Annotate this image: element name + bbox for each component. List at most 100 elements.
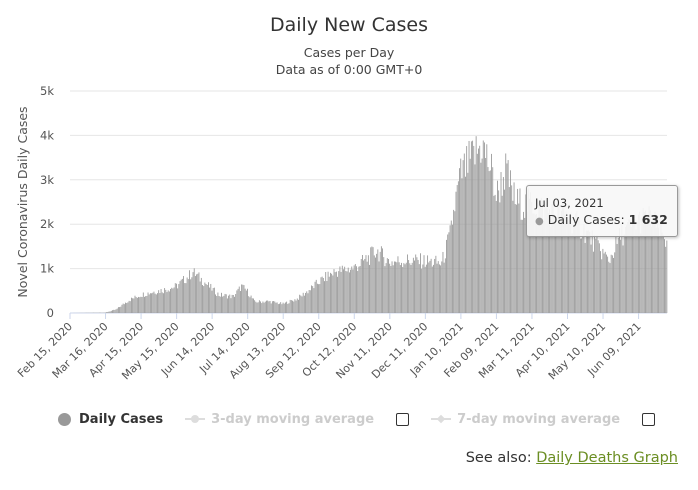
bar-daily-cases[interactable]	[155, 294, 157, 313]
bar-daily-cases[interactable]	[121, 304, 123, 313]
bar-daily-cases[interactable]	[608, 261, 610, 313]
bar-daily-cases[interactable]	[623, 234, 625, 313]
bar-daily-cases[interactable]	[500, 172, 502, 313]
bar-daily-cases[interactable]	[421, 268, 423, 313]
bar-daily-cases[interactable]	[603, 253, 605, 313]
bar-daily-cases[interactable]	[660, 221, 662, 313]
bar-daily-cases[interactable]	[359, 266, 361, 313]
bar-daily-cases[interactable]	[600, 251, 601, 313]
bar-daily-cases[interactable]	[545, 208, 547, 313]
bar-daily-cases[interactable]	[244, 288, 246, 313]
bar-daily-cases[interactable]	[466, 146, 468, 313]
bar-daily-cases[interactable]	[331, 273, 333, 313]
bar-daily-cases[interactable]	[563, 207, 565, 313]
bar-daily-cases[interactable]	[218, 296, 220, 313]
bar-daily-cases[interactable]	[624, 227, 626, 313]
bar-daily-cases[interactable]	[149, 293, 151, 313]
bar-daily-cases[interactable]	[112, 310, 113, 313]
bar-daily-cases[interactable]	[127, 302, 129, 313]
bar-daily-cases[interactable]	[138, 296, 139, 313]
bar-daily-cases[interactable]	[110, 310, 112, 313]
bar-daily-cases[interactable]	[140, 296, 142, 313]
bar-daily-cases[interactable]	[382, 248, 383, 313]
bar-daily-cases[interactable]	[459, 168, 460, 313]
bar-daily-cases[interactable]	[322, 277, 324, 313]
bar-daily-cases[interactable]	[115, 309, 117, 313]
bar-daily-cases[interactable]	[576, 210, 578, 313]
bar-daily-cases[interactable]	[367, 255, 369, 313]
legend-item-3-day-ma[interactable]: 3-day moving average	[185, 412, 410, 427]
bar-daily-cases[interactable]	[511, 185, 513, 313]
bar-daily-cases[interactable]	[300, 295, 302, 313]
bar-daily-cases[interactable]	[414, 260, 415, 313]
bar-daily-cases[interactable]	[558, 202, 560, 313]
bar-daily-cases[interactable]	[628, 219, 630, 313]
bar-daily-cases[interactable]	[654, 211, 656, 313]
bar-daily-cases[interactable]	[177, 288, 179, 313]
bar-daily-cases[interactable]	[266, 300, 267, 313]
bar-daily-cases[interactable]	[292, 300, 293, 313]
bar-daily-cases[interactable]	[209, 287, 211, 313]
bar-daily-cases[interactable]	[666, 240, 668, 313]
bar-daily-cases[interactable]	[519, 188, 521, 313]
bar-daily-cases[interactable]	[494, 194, 496, 313]
bar-daily-cases[interactable]	[602, 248, 604, 313]
bar-daily-cases[interactable]	[590, 244, 592, 313]
bar-daily-cases[interactable]	[649, 210, 651, 313]
bar-daily-cases[interactable]	[302, 292, 304, 313]
bar-daily-cases[interactable]	[575, 213, 577, 313]
bar-daily-cases[interactable]	[289, 299, 291, 313]
bar-daily-cases[interactable]	[533, 213, 535, 313]
bar-daily-cases[interactable]	[621, 224, 623, 313]
bar-daily-cases[interactable]	[501, 195, 503, 313]
bar-daily-cases[interactable]	[256, 302, 258, 313]
bar-daily-cases[interactable]	[158, 290, 160, 313]
bar-daily-cases[interactable]	[607, 256, 609, 313]
bar-daily-cases[interactable]	[578, 217, 580, 313]
bar-daily-cases[interactable]	[364, 258, 366, 313]
bar-daily-cases[interactable]	[424, 266, 426, 313]
bar-daily-cases[interactable]	[465, 176, 466, 313]
bar-daily-cases[interactable]	[341, 265, 343, 313]
bar-daily-cases[interactable]	[361, 255, 363, 313]
bar-daily-cases[interactable]	[577, 217, 579, 313]
bar-daily-cases[interactable]	[339, 266, 341, 313]
bar-daily-cases[interactable]	[497, 180, 498, 313]
bar-daily-cases[interactable]	[231, 294, 233, 313]
bar-daily-cases[interactable]	[347, 267, 349, 313]
bar-daily-cases[interactable]	[391, 261, 393, 313]
bar-daily-cases[interactable]	[348, 272, 350, 313]
bar-daily-cases[interactable]	[162, 293, 164, 313]
bar-daily-cases[interactable]	[483, 142, 485, 313]
bar-daily-cases[interactable]	[160, 289, 162, 313]
bar-daily-cases[interactable]	[652, 220, 654, 313]
bar-daily-cases[interactable]	[448, 232, 450, 313]
bar-daily-cases[interactable]	[456, 185, 458, 313]
bar-daily-cases[interactable]	[236, 290, 238, 313]
bar-daily-cases[interactable]	[555, 217, 556, 313]
bar-daily-cases[interactable]	[582, 235, 584, 313]
bar-daily-cases[interactable]	[119, 307, 121, 313]
bar-daily-cases[interactable]	[452, 224, 453, 313]
bar-daily-cases[interactable]	[429, 260, 431, 313]
bar-daily-cases[interactable]	[440, 265, 442, 313]
bar-daily-cases[interactable]	[208, 282, 209, 313]
bar-daily-cases[interactable]	[224, 293, 226, 313]
bar-daily-cases[interactable]	[145, 296, 147, 313]
bar-daily-cases[interactable]	[375, 257, 376, 313]
bar-daily-cases[interactable]	[553, 215, 555, 313]
bar-daily-cases[interactable]	[303, 295, 305, 313]
bar-daily-cases[interactable]	[416, 257, 418, 313]
bar-daily-cases[interactable]	[147, 292, 149, 314]
bar-daily-cases[interactable]	[443, 262, 445, 313]
bar-daily-cases[interactable]	[489, 170, 491, 313]
bar-daily-cases[interactable]	[191, 277, 193, 313]
bar-daily-cases[interactable]	[430, 258, 432, 313]
bar-daily-cases[interactable]	[170, 288, 171, 313]
bar-daily-cases[interactable]	[467, 172, 469, 313]
bar-daily-cases[interactable]	[633, 222, 635, 313]
bar-daily-cases[interactable]	[311, 285, 312, 313]
bar-daily-cases[interactable]	[313, 288, 315, 313]
bar-daily-cases[interactable]	[622, 245, 624, 313]
bar-daily-cases[interactable]	[579, 238, 581, 313]
